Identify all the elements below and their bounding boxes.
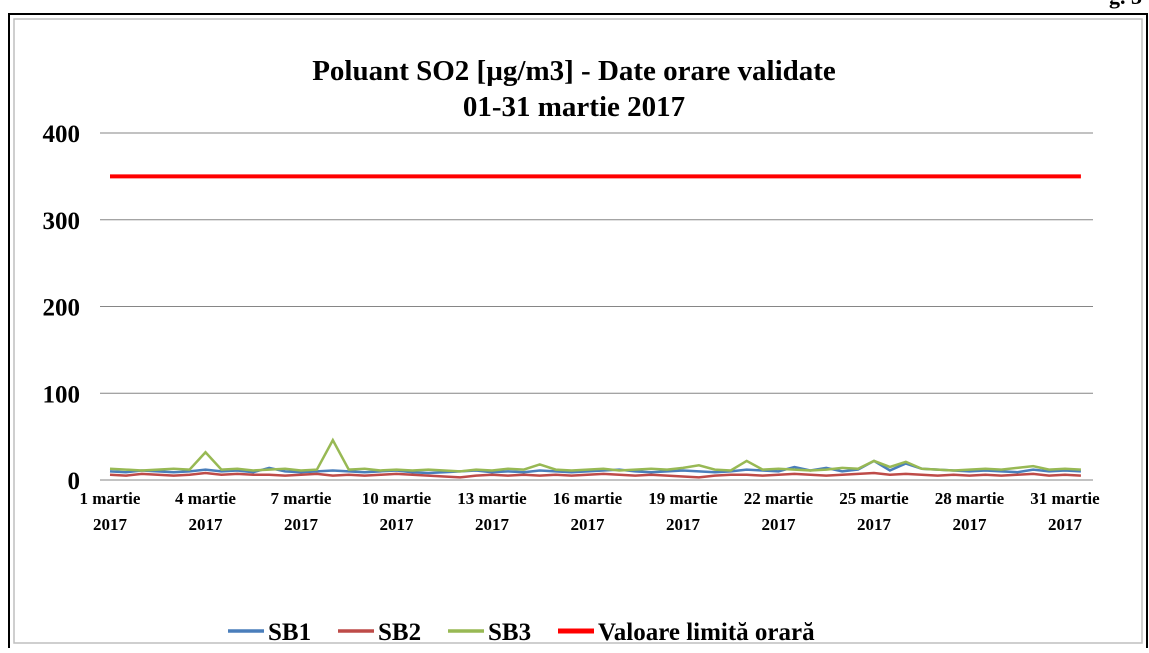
legend-label: Valoare limită orară (598, 619, 815, 646)
series-line (109, 471, 1081, 479)
x-tick-label: 19 martie 2017 (648, 489, 718, 534)
x-tick-label: 13 martie 2017 (457, 489, 527, 534)
x-tick-label: 10 martie 2017 (362, 489, 432, 534)
x-tick-label: 31 martie 2017 (1030, 489, 1100, 534)
chart-subtitle: 01-31 martie 2017 (463, 91, 685, 123)
corner-text: g. 3 (1109, 0, 1142, 9)
series-line (109, 437, 1081, 473)
y-tick-label: 300 (43, 208, 81, 235)
chart-title: Poluant SO2 [µg/m3] - Date orare validat… (312, 55, 836, 87)
legend-label: SB1 (268, 619, 311, 646)
x-tick-label: 16 martie 2017 (553, 489, 623, 534)
y-tick-label: 0 (68, 468, 81, 495)
x-tick-label: 1 martie 2017 (80, 489, 141, 534)
x-tick-label: 25 martie 2017 (839, 489, 909, 534)
legend-label: SB3 (488, 619, 531, 646)
x-tick-label: 4 martie 2017 (175, 489, 236, 534)
chart-area (13, 18, 1143, 644)
x-tick-label: 7 martie 2017 (271, 489, 332, 534)
y-tick-label: 100 (43, 381, 81, 408)
y-tick-label: 200 (43, 295, 81, 322)
legend-label: SB2 (378, 619, 421, 646)
x-tick-label: 28 martie 2017 (935, 489, 1005, 534)
x-tick-label: 22 martie 2017 (744, 489, 814, 534)
y-tick-label: 400 (43, 121, 81, 148)
